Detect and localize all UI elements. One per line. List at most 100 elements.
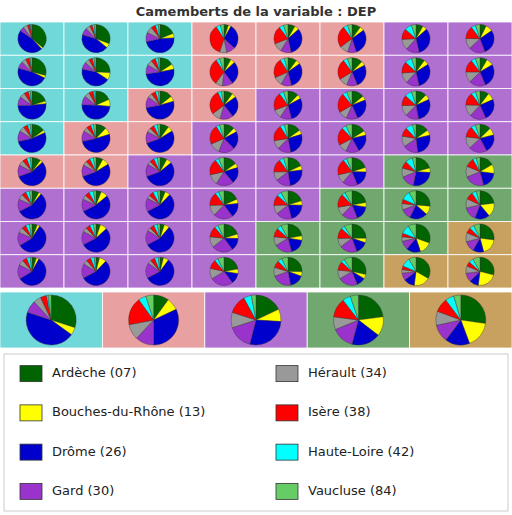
pie-slice xyxy=(402,39,416,49)
pie-slice xyxy=(89,91,96,105)
pie-slice xyxy=(146,295,154,320)
cell-background xyxy=(384,255,448,288)
pie-slice xyxy=(406,125,416,139)
pie xyxy=(146,25,174,53)
legend-swatch xyxy=(276,444,298,460)
cell-background xyxy=(192,89,256,122)
pie-slice xyxy=(288,257,302,272)
pie-cell xyxy=(384,22,448,55)
cell-background xyxy=(64,22,128,55)
pie xyxy=(82,124,110,152)
pie-slice xyxy=(344,224,352,238)
chart: Camemberts de la variable : DEPArdèche (… xyxy=(0,0,512,515)
cell-background xyxy=(0,155,64,188)
pie xyxy=(466,124,494,152)
pie-slice xyxy=(474,224,480,238)
pie-slice xyxy=(280,158,288,171)
cell-background xyxy=(448,122,512,155)
pie-slice xyxy=(471,59,480,72)
cell-background xyxy=(102,292,204,348)
pie-slice xyxy=(402,72,416,83)
pie-slice xyxy=(220,25,224,39)
cell-background xyxy=(256,55,320,88)
pie xyxy=(82,58,110,86)
pie-slice xyxy=(24,91,32,105)
legend-label: Vaucluse (84) xyxy=(308,483,397,498)
pie-slice xyxy=(90,158,96,172)
legend-swatch xyxy=(276,405,298,421)
pie-slice xyxy=(406,158,416,172)
pie-slice xyxy=(414,271,428,285)
legend-label: Gard (30) xyxy=(52,483,114,498)
pie-cell xyxy=(448,22,512,55)
pie xyxy=(466,257,494,285)
pie-slice xyxy=(27,257,32,271)
pie-slice xyxy=(30,91,32,105)
pie xyxy=(82,224,110,252)
pie-cell xyxy=(192,188,256,221)
pie-cell xyxy=(384,222,448,255)
pie-slice xyxy=(92,25,96,39)
cell-background xyxy=(448,188,512,221)
cell-background xyxy=(128,188,192,221)
pie xyxy=(274,91,302,119)
pie-cell xyxy=(192,155,256,188)
pie-cell xyxy=(128,89,192,122)
pie-slice xyxy=(284,158,288,172)
pie xyxy=(210,257,238,285)
pie-cell xyxy=(205,292,307,348)
pie-slice xyxy=(96,58,110,73)
pie-slice xyxy=(28,91,32,105)
pie-slice xyxy=(218,257,224,271)
legend: Ardèche (07)Bouches-du-Rhône (13) Drôme … xyxy=(4,354,508,511)
pie-cell xyxy=(448,155,512,188)
pie-slice xyxy=(30,124,32,138)
pie-cell xyxy=(384,255,448,288)
pie xyxy=(146,124,174,152)
pie-cell xyxy=(64,155,128,188)
pie-slice xyxy=(284,25,288,39)
pie xyxy=(146,191,174,219)
pie-slice xyxy=(28,124,32,138)
cell-background xyxy=(0,292,102,348)
legend-swatch xyxy=(20,405,42,421)
pie-slice xyxy=(160,25,173,39)
pie-slice xyxy=(218,224,224,238)
pie xyxy=(333,295,383,345)
pie-slice xyxy=(210,237,224,247)
pie-slice xyxy=(348,25,352,39)
pie xyxy=(18,124,46,152)
pie-cell xyxy=(0,22,64,55)
pie-slice xyxy=(216,125,224,138)
cell-background xyxy=(256,255,320,288)
pie-cell xyxy=(128,255,192,288)
pie-slice xyxy=(406,58,416,71)
legend-swatch xyxy=(20,483,42,499)
pie-slice xyxy=(154,309,179,345)
cell-background xyxy=(384,222,448,255)
pie-cell xyxy=(256,222,320,255)
pie-cell xyxy=(192,255,256,288)
pie-slice xyxy=(151,25,160,38)
pie-cell xyxy=(256,255,320,288)
pie-cell xyxy=(64,55,128,88)
legend-item: Hérault (34) xyxy=(276,365,387,382)
pie-slice xyxy=(153,191,160,205)
pie xyxy=(436,295,486,345)
pie-slice xyxy=(409,191,416,205)
pie-slice xyxy=(220,58,224,72)
legend-swatch xyxy=(276,366,298,382)
pie-slice xyxy=(28,25,32,39)
pie-cell xyxy=(256,55,320,88)
pie-grid xyxy=(0,22,512,288)
cell-background xyxy=(256,89,320,122)
cell-background xyxy=(64,55,128,88)
cell-background xyxy=(128,255,192,288)
pie xyxy=(274,224,302,252)
pie-slice xyxy=(158,91,160,105)
cell-background xyxy=(320,89,384,122)
pie-cell xyxy=(0,222,64,255)
pie-cell xyxy=(128,122,192,155)
pie-slice xyxy=(280,58,288,72)
cell-background xyxy=(307,292,409,348)
